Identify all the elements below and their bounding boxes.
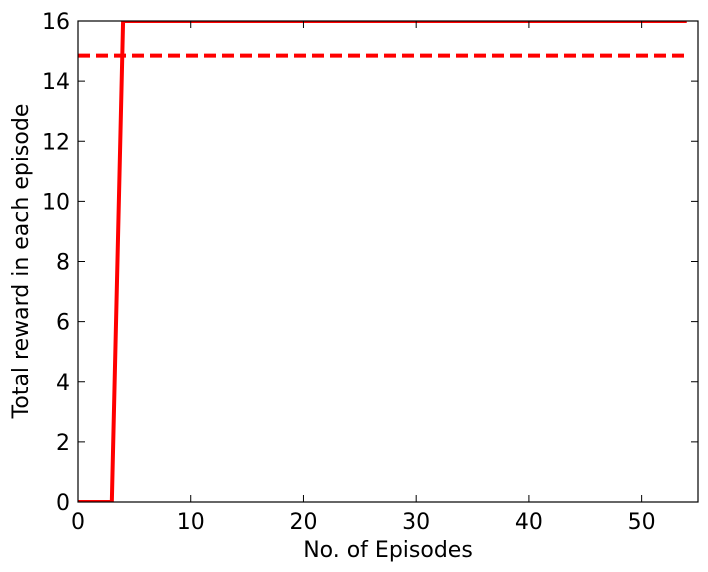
x-tick-label: 0 xyxy=(71,510,85,535)
series-line-0 xyxy=(78,21,687,502)
y-tick-label: 0 xyxy=(56,491,70,516)
y-tick-label: 12 xyxy=(42,130,70,155)
y-axis-label: Total reward in each episode xyxy=(9,104,34,420)
x-tick-label: 20 xyxy=(289,510,317,535)
y-tick-label: 14 xyxy=(42,70,70,95)
x-tick-label: 40 xyxy=(515,510,543,535)
x-tick-label: 30 xyxy=(402,510,430,535)
y-tick-label: 6 xyxy=(56,311,70,336)
plot-frame xyxy=(77,20,699,503)
x-tick-label: 50 xyxy=(628,510,656,535)
y-tick-label: 16 xyxy=(42,10,70,35)
y-tick-label: 2 xyxy=(56,431,70,456)
x-axis-label: No. of Episodes xyxy=(303,538,473,563)
y-tick-label: 4 xyxy=(56,371,70,396)
plot-marks xyxy=(78,21,687,502)
y-tick-label: 8 xyxy=(56,251,70,276)
y-tick-label: 10 xyxy=(42,190,70,215)
axes: 0 10 20 30 40 50 0 2 4 6 8 10 12 14 16 xyxy=(42,10,699,535)
x-tick-label: 10 xyxy=(177,510,205,535)
